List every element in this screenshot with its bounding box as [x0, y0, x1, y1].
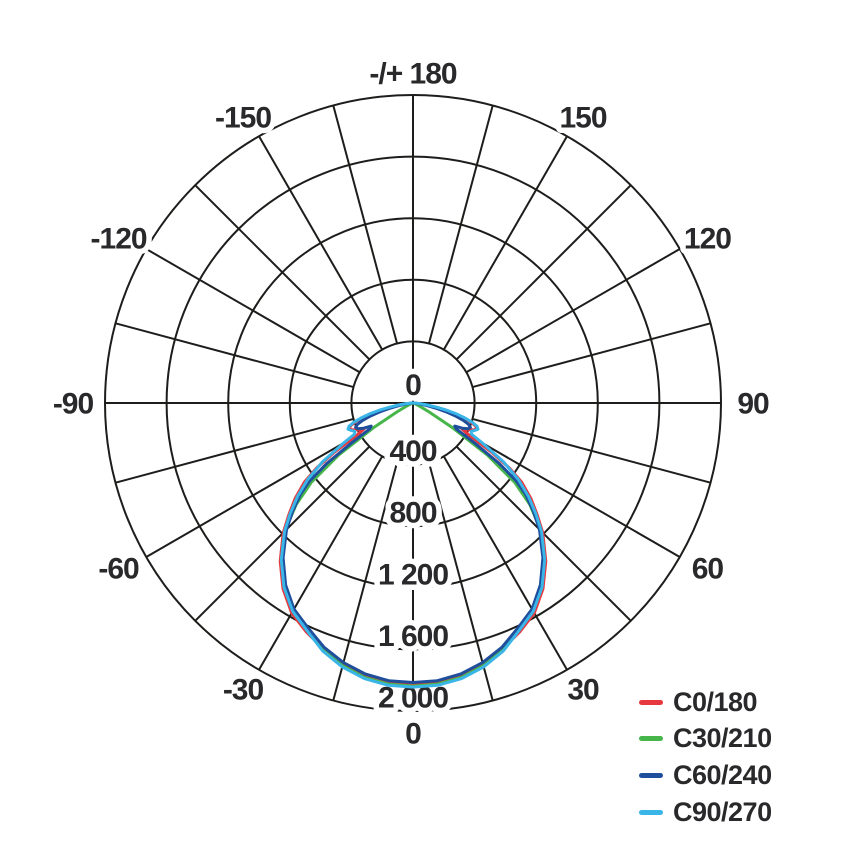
legend-label-c90-270: C90/270 [673, 796, 772, 827]
grid-spoke-195 [332, 105, 399, 344]
grid-spoke-225 [194, 184, 371, 361]
grid-spoke-300 [145, 432, 361, 558]
curve-c90-270 [279, 401, 547, 689]
radial-label-400: 400 [389, 435, 436, 468]
legend-item-c0-180: C0/180 [639, 684, 772, 721]
grid-spoke-330 [258, 455, 384, 671]
grid-spoke-15 [427, 462, 494, 701]
angle-label-minus-90: -90 [53, 388, 94, 421]
legend-swatch-c0-180 [639, 699, 663, 705]
angle-label-0: 0 [405, 718, 421, 751]
grid-spoke-210 [258, 135, 384, 351]
grid-spoke-255 [115, 322, 354, 389]
angle-label-minus-60: -60 [98, 553, 139, 586]
angle-label-180: -/+ 180 [369, 58, 457, 91]
angle-label-30: 30 [567, 673, 599, 706]
angle-label-120: 120 [684, 223, 731, 256]
angle-label-90: 90 [737, 388, 769, 421]
angle-label-minus-120: -120 [91, 223, 147, 256]
angle-label-60: 60 [692, 553, 724, 586]
radial-label-800: 800 [389, 497, 436, 530]
legend-swatch-c30-210 [639, 736, 663, 742]
legend-swatch-c60-240 [639, 772, 663, 778]
curve-c60-240 [281, 401, 545, 684]
grid-spoke-75 [472, 417, 711, 484]
legend-label-c30-210: C30/210 [673, 723, 772, 754]
grid-spoke-60 [465, 432, 681, 558]
legend-label-c60-240: C60/240 [673, 759, 772, 790]
grid-spoke-165 [427, 105, 494, 344]
legend-item-c30-210: C30/210 [639, 721, 772, 758]
grid-spoke-120 [465, 248, 681, 374]
grid-spoke-240 [145, 248, 361, 374]
legend-swatch-c90-270 [639, 809, 663, 815]
radial-label-0: 0 [405, 369, 421, 402]
legend-label-c0-180: C0/180 [673, 686, 758, 717]
angle-label-150: 150 [559, 102, 606, 135]
legend-item-c90-270: C90/270 [639, 794, 772, 831]
grid-spoke-345 [332, 462, 399, 701]
legend-item-c60-240: C60/240 [639, 757, 772, 794]
angle-label-minus-150: -150 [215, 102, 271, 135]
legend: C0/180 C30/210 C60/240 C90/270 [639, 684, 772, 830]
grid-spoke-30 [442, 455, 568, 671]
angle-label-minus-30: -30 [223, 673, 264, 706]
radial-label-1200: 1 200 [378, 558, 448, 591]
grid-spoke-105 [472, 322, 711, 389]
grid-spoke-135 [455, 184, 632, 361]
radial-label-1600: 1 600 [378, 620, 448, 653]
grid-spoke-285 [115, 417, 354, 484]
grid-spoke-150 [442, 135, 568, 351]
